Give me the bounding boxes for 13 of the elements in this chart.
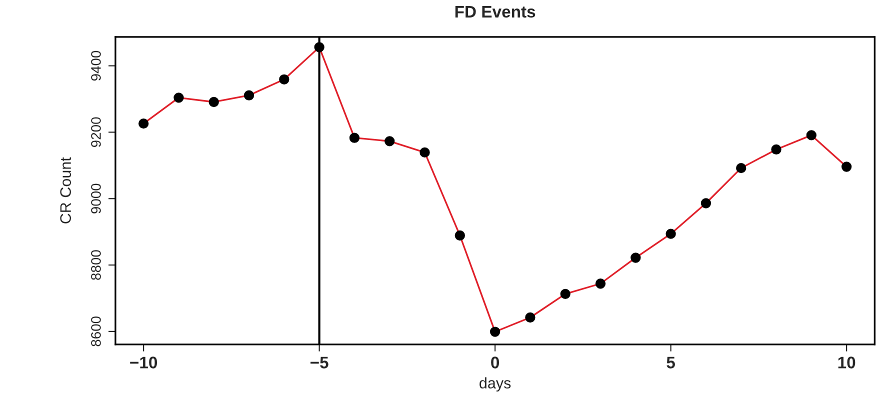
- y-axis-title: CR Count: [60, 157, 71, 224]
- x-tick-label: 0: [491, 356, 500, 368]
- x-tick-label: 5: [666, 356, 675, 368]
- x-axis-title: days: [480, 377, 511, 392]
- y-tick-label: 9000: [91, 184, 101, 214]
- y-tick-label: 8600: [91, 316, 101, 346]
- y-tick-label: 9200: [91, 117, 101, 147]
- chart-title: FD Events: [455, 6, 536, 18]
- x-tick-label: −10: [130, 356, 158, 368]
- x-tick-label: −5: [310, 356, 328, 368]
- y-tick-label: 8800: [91, 250, 101, 280]
- x-tick-label: 10: [838, 356, 856, 368]
- y-tick-label: 9400: [91, 50, 101, 81]
